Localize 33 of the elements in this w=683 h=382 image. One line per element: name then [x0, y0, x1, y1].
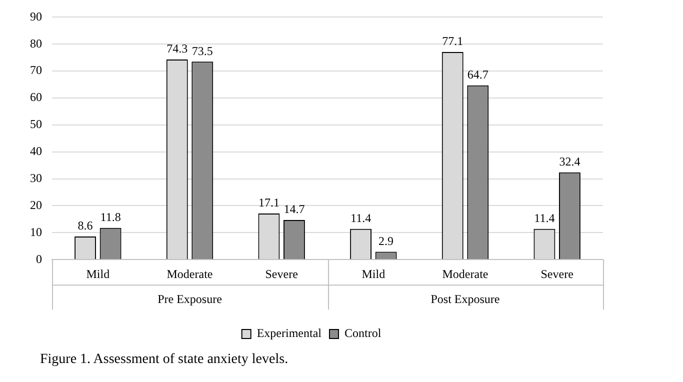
data-label: 8.6	[78, 218, 93, 233]
y-tick-label: 0	[36, 252, 42, 266]
data-label: 2.9	[378, 234, 394, 248]
data-label: 11.8	[100, 210, 121, 224]
x-tick-label: Severe	[540, 266, 574, 281]
x-tick-label: Mild	[86, 266, 110, 281]
y-tick-label: 30	[30, 170, 42, 185]
y-tick-label: 70	[30, 63, 42, 78]
legend-label: Control	[344, 326, 382, 340]
data-label: 11.4	[534, 211, 555, 226]
y-tick-label: 50	[30, 117, 42, 132]
data-label: 17.1	[258, 196, 280, 210]
x-tick-label: Mild	[362, 266, 386, 281]
legend-label: Experimental	[256, 326, 322, 340]
y-tick-label: 10	[30, 224, 42, 239]
data-label: 11.4	[350, 211, 372, 226]
data-label: 74.3	[166, 42, 188, 56]
text: Pre Exposure	[158, 292, 222, 306]
y-tick-label: 40	[30, 144, 42, 158]
y-tick-label: 80	[30, 36, 42, 50]
y-tick-label: 20	[30, 198, 42, 212]
y-tick-label: 90	[30, 9, 42, 24]
data-label: 64.7	[467, 68, 488, 82]
text: Post Exposure	[430, 292, 500, 306]
y-tick-label: 60	[30, 90, 42, 104]
x-tick-label: Moderate	[166, 266, 213, 281]
data-label: 73.5	[192, 44, 213, 58]
x-tick-label: Moderate	[442, 266, 488, 281]
data-label: 32.4	[559, 154, 580, 168]
data-label: 77.1	[442, 34, 464, 48]
data-label: 14.7	[284, 202, 305, 216]
x-tick-label: Severe	[265, 266, 298, 281]
caption: Figure 1. Assessment of state anxiety levels.	[40, 352, 288, 368]
